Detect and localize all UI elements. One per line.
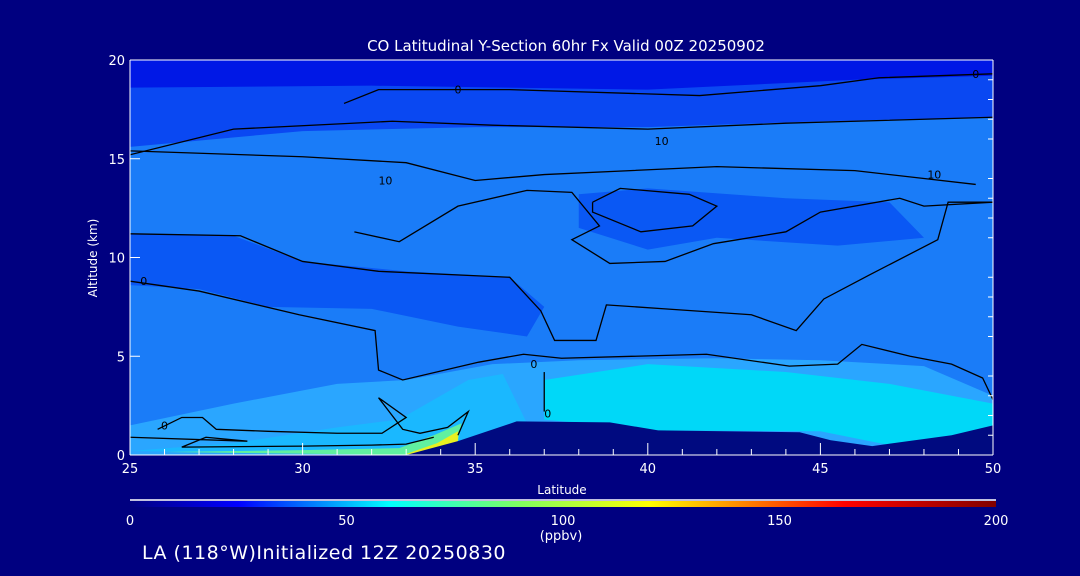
y-tick-label: 10 [108,252,125,267]
colorbar-tick-label: 100 [551,514,576,529]
contour-line [354,189,993,265]
colorbar-tick-label: 150 [767,514,792,529]
x-tick-label: 35 [467,462,484,477]
contour-line [130,201,993,342]
color-fields [130,60,993,455]
color-field [544,364,993,446]
contour-line [130,150,976,186]
contour-label: 10 [927,169,941,182]
chart-title: CO Latitudinal Y-Section 60hr Fx Valid 0… [367,37,765,55]
contour-line [343,73,993,105]
colorbar-tick-label: 50 [338,514,355,529]
terrain-mask [406,421,993,455]
contour-label: 0 [544,408,551,421]
initialization-note: LA (118°W)Initialized 12Z 20250830 [142,542,506,564]
x-tick-label: 30 [294,462,311,477]
contour-line [591,187,719,233]
y-tick-label: 0 [117,449,125,464]
color-field [578,188,924,250]
contour-label: 0 [972,68,979,81]
contour-label: 0 [161,419,168,432]
x-tick-label: 50 [985,462,1002,477]
y-tick-label: 15 [108,153,125,168]
contour-label: 0 [454,84,461,97]
contour-line [130,436,434,448]
contour-lines: 0 0 10 10 10 0 0 0 0 [130,68,993,448]
contour-label: 0 [530,358,537,371]
color-field [130,374,527,455]
colorbar-tick-label: 0 [126,514,134,529]
axes: 25 30 35 40 45 50 0 5 10 15 20 [108,54,1001,477]
y-axis-label: Altitude (km) [86,219,100,298]
contour-line [130,116,993,156]
contour-label: 10 [378,174,392,187]
contour-line [157,397,470,436]
x-tick-label: 45 [812,462,829,477]
color-field [130,233,545,337]
contour-label: 0 [140,275,147,288]
y-tick-label: 20 [108,54,125,69]
x-tick-label: 25 [122,462,139,477]
x-axis-label: Latitude [537,483,586,497]
colorbar [130,501,996,507]
colorbar-unit: (ppbv) [540,529,583,544]
colorbar-ticks: 0 50 100 150 200 [126,514,1009,529]
colorbar-tick-label: 200 [984,514,1009,529]
contour-line [130,280,993,400]
color-field [164,423,462,455]
contour-label: 10 [655,135,669,148]
y-tick-label: 5 [117,350,125,365]
x-tick-label: 40 [640,462,657,477]
color-field [130,60,993,90]
